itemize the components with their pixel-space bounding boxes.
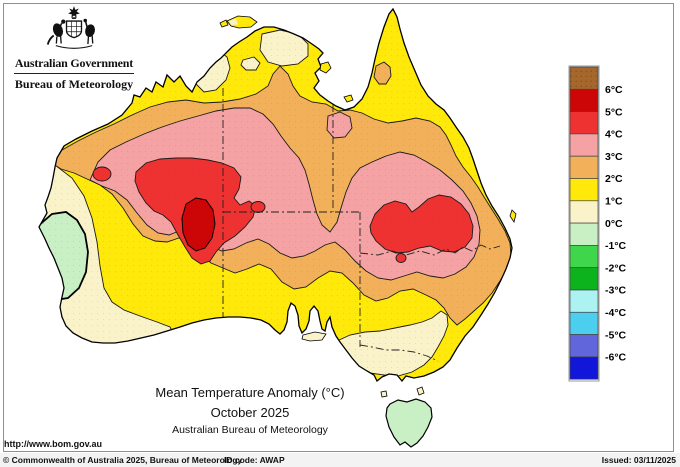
legend-swatch-1-2	[569, 178, 599, 202]
border-qld-nsw	[359, 244, 501, 256]
legend-label-m3: -3°C	[605, 285, 627, 297]
legend-label-5: 5°C	[605, 106, 623, 118]
map-org: Australian Bureau of Meteorology	[172, 423, 328, 436]
legend-swatch-m1-0	[569, 222, 599, 246]
legend-label-0: 0°C	[605, 218, 623, 230]
legend-swatch-m5-m4	[569, 311, 599, 335]
legend-label-6: 6°C	[605, 84, 623, 96]
legend-swatch-m4-m3	[569, 289, 599, 313]
kangaroo-island	[301, 331, 327, 342]
legend-swatch-below6	[569, 356, 599, 380]
islands	[219, 15, 517, 448]
stipple-texture	[39, 9, 512, 381]
legend-label-m6: -6°C	[605, 352, 627, 364]
melville-cream-patch	[229, 18, 238, 25]
flinders-island	[416, 386, 425, 396]
border-nsw-vic	[359, 344, 439, 362]
legend-label-m5: -5°C	[605, 329, 627, 341]
melville-island	[226, 15, 258, 29]
copyright-text: © Commonwealth of Australia 2025, Bureau…	[3, 455, 243, 465]
legend-swatch-m2-m1	[569, 245, 599, 269]
king-island	[380, 390, 388, 398]
tasmania	[385, 398, 433, 448]
legend-label-4: 4°C	[605, 129, 623, 141]
government-header: Australian Government Bureau of Meteorol…	[8, 5, 140, 92]
legend-label-2: 2°C	[605, 173, 623, 185]
legend: 6°C 5°C 4°C 3°C 2°C 1°C 0°C -1°C -2°C -3…	[568, 65, 627, 382]
legend-swatch-m3-m2	[569, 267, 599, 291]
map-title-block: Mean Temperature Anomaly (°C) October 20…	[90, 385, 410, 437]
coat-of-arms-icon	[46, 6, 95, 49]
legend-label-m2: -2°C	[605, 262, 627, 274]
map-title: Mean Temperature Anomaly (°C)	[155, 385, 345, 400]
legend-swatch-4-5	[569, 111, 599, 135]
state-borders	[222, 88, 501, 362]
id-code-text: ID code: AWAP	[224, 455, 285, 465]
legend-swatch-5-6	[569, 88, 599, 112]
map-period: October 2025	[210, 405, 290, 421]
issued-date: Issued: 03/11/2025	[601, 455, 676, 465]
header-divider	[14, 73, 134, 74]
mornington-island	[343, 94, 354, 103]
australia-coastline	[38, 7, 513, 383]
legend-swatch-2-3	[569, 155, 599, 179]
anomaly-regions	[39, 9, 512, 381]
legend-label-m4: -4°C	[605, 307, 627, 319]
groote-island	[319, 61, 332, 74]
legend-swatch-m6-m5	[569, 334, 599, 358]
bathurst-island	[219, 19, 229, 28]
legend-swatch-stipple	[570, 67, 598, 90]
legend-swatch-0-1	[569, 200, 599, 224]
footer-bar: © Commonwealth of Australia 2025, Bureau…	[0, 453, 680, 467]
legend-frame	[568, 65, 600, 382]
legend-label-3: 3°C	[605, 151, 623, 163]
legend-label-1: 1°C	[605, 196, 623, 208]
legend-swatch-3-4	[569, 133, 599, 157]
bom-url: http://www.bom.gov.au	[4, 439, 102, 449]
legend-label-m1: -1°C	[605, 240, 627, 252]
bureau-title: Bureau of Meteorology	[14, 77, 134, 91]
government-title: Australian Government	[14, 56, 134, 70]
fraser-island	[509, 209, 517, 223]
